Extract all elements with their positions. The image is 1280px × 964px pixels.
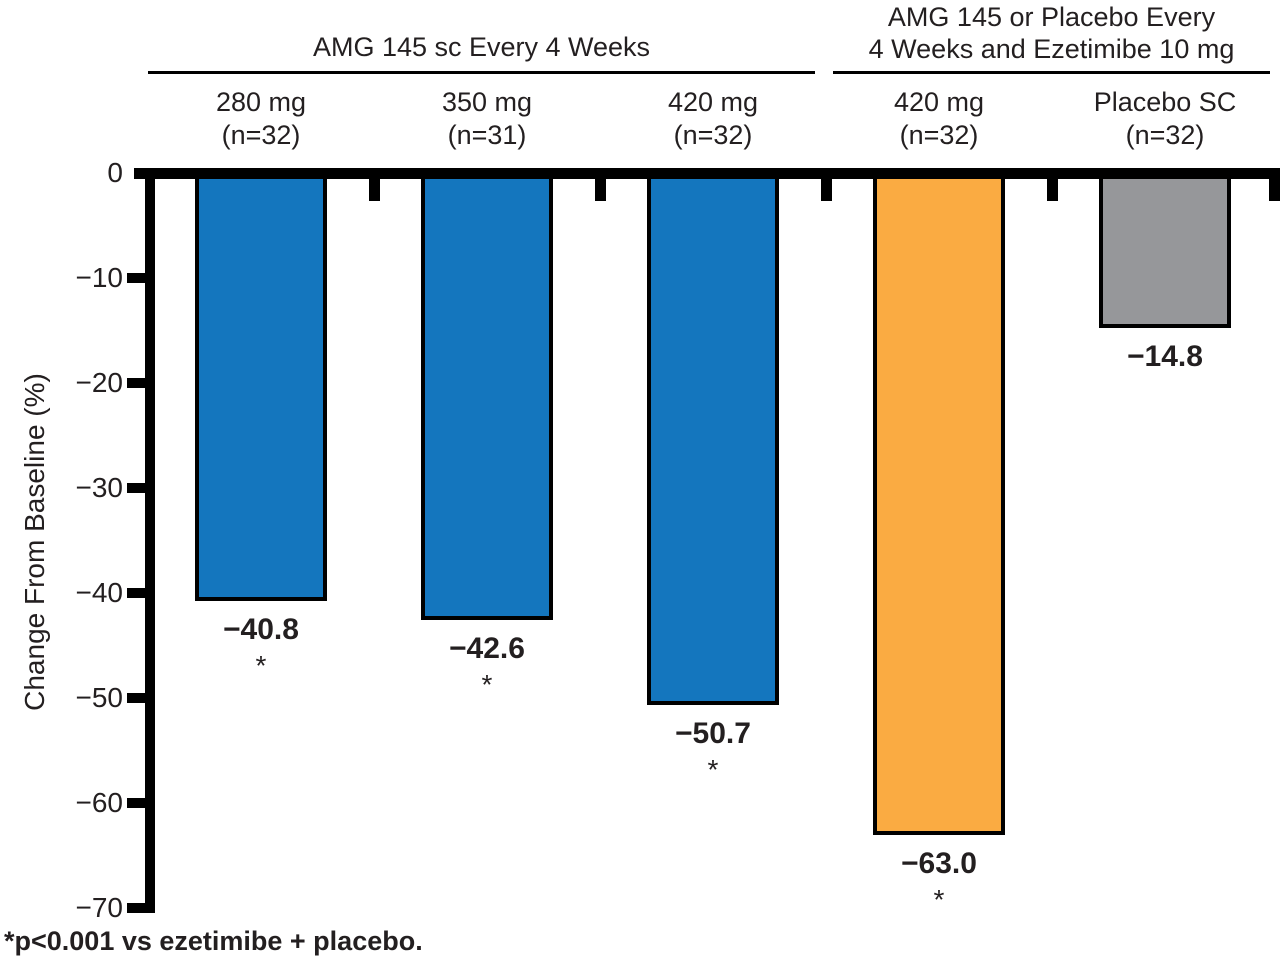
y-tick-neg20 — [127, 378, 145, 388]
group-header-amg145-sc: AMG 145 sc Every 4 Weeks — [312, 32, 651, 62]
bar-placebo-sc — [1099, 179, 1231, 328]
column-label-350mg: 350 mg (n=31) — [441, 87, 533, 150]
bar-420mg — [647, 179, 779, 705]
value-label-420mg-ezetimibe: −63.0 — [901, 847, 977, 880]
y-tick-neg10 — [127, 273, 145, 283]
bar-280mg — [195, 179, 327, 601]
x-tick-5 — [1269, 179, 1280, 201]
y-tick-neg70 — [127, 903, 145, 913]
y-tick-neg50 — [127, 693, 145, 703]
value-label-280mg: −40.8 — [223, 613, 299, 646]
y-tick-label-neg50: −50 — [75, 682, 124, 713]
group-header-amg145-ezetimibe: AMG 145 or Placebo Every 4 Weeks and Eze… — [868, 2, 1235, 64]
value-label-350mg: −42.6 — [449, 632, 525, 665]
footnote-pvalue: *p<0.001 vs ezetimibe + placebo. — [4, 926, 423, 956]
y-tick-neg60 — [127, 798, 145, 808]
column-label-280mg: 280 mg (n=32) — [215, 87, 307, 150]
y-tick-label-neg60: −60 — [75, 787, 124, 818]
column-label-placebo-sc: Placebo SC (n=32) — [1093, 87, 1237, 150]
bar-350mg — [421, 179, 553, 620]
y-tick-label-neg70: −70 — [75, 892, 124, 923]
y-tick-label-0: 0 — [107, 157, 123, 188]
column-label-420mg-ezetimibe: 420 mg (n=32) — [893, 87, 985, 150]
y-tick-label-neg40: −40 — [75, 577, 124, 608]
y-tick-neg30 — [127, 483, 145, 493]
x-tick-2 — [595, 179, 606, 201]
sig-asterisk-420mg-ezetimibe: * — [933, 884, 945, 915]
sig-asterisk-350mg: * — [481, 669, 493, 700]
y-tick-neg40 — [127, 588, 145, 598]
y-axis-line — [145, 168, 155, 913]
sig-asterisk-420mg: * — [707, 754, 719, 785]
group-header-underline-2 — [833, 71, 1270, 74]
bar-420mg-ezetimibe — [873, 179, 1005, 835]
x-tick-3 — [821, 179, 832, 201]
x-axis-line — [134, 168, 1280, 179]
y-tick-label-neg10: −10 — [75, 262, 124, 293]
value-label-placebo-sc: −14.8 — [1127, 340, 1203, 373]
y-tick-label-neg30: −30 — [75, 472, 124, 503]
column-label-420mg: 420 mg (n=32) — [667, 87, 759, 150]
x-tick-1 — [369, 179, 380, 201]
x-tick-4 — [1047, 179, 1058, 201]
sig-asterisk-280mg: * — [255, 650, 267, 681]
group-header-underline-1 — [148, 71, 815, 74]
value-label-420mg: −50.7 — [675, 717, 751, 750]
y-tick-label-neg20: −20 — [75, 367, 124, 398]
